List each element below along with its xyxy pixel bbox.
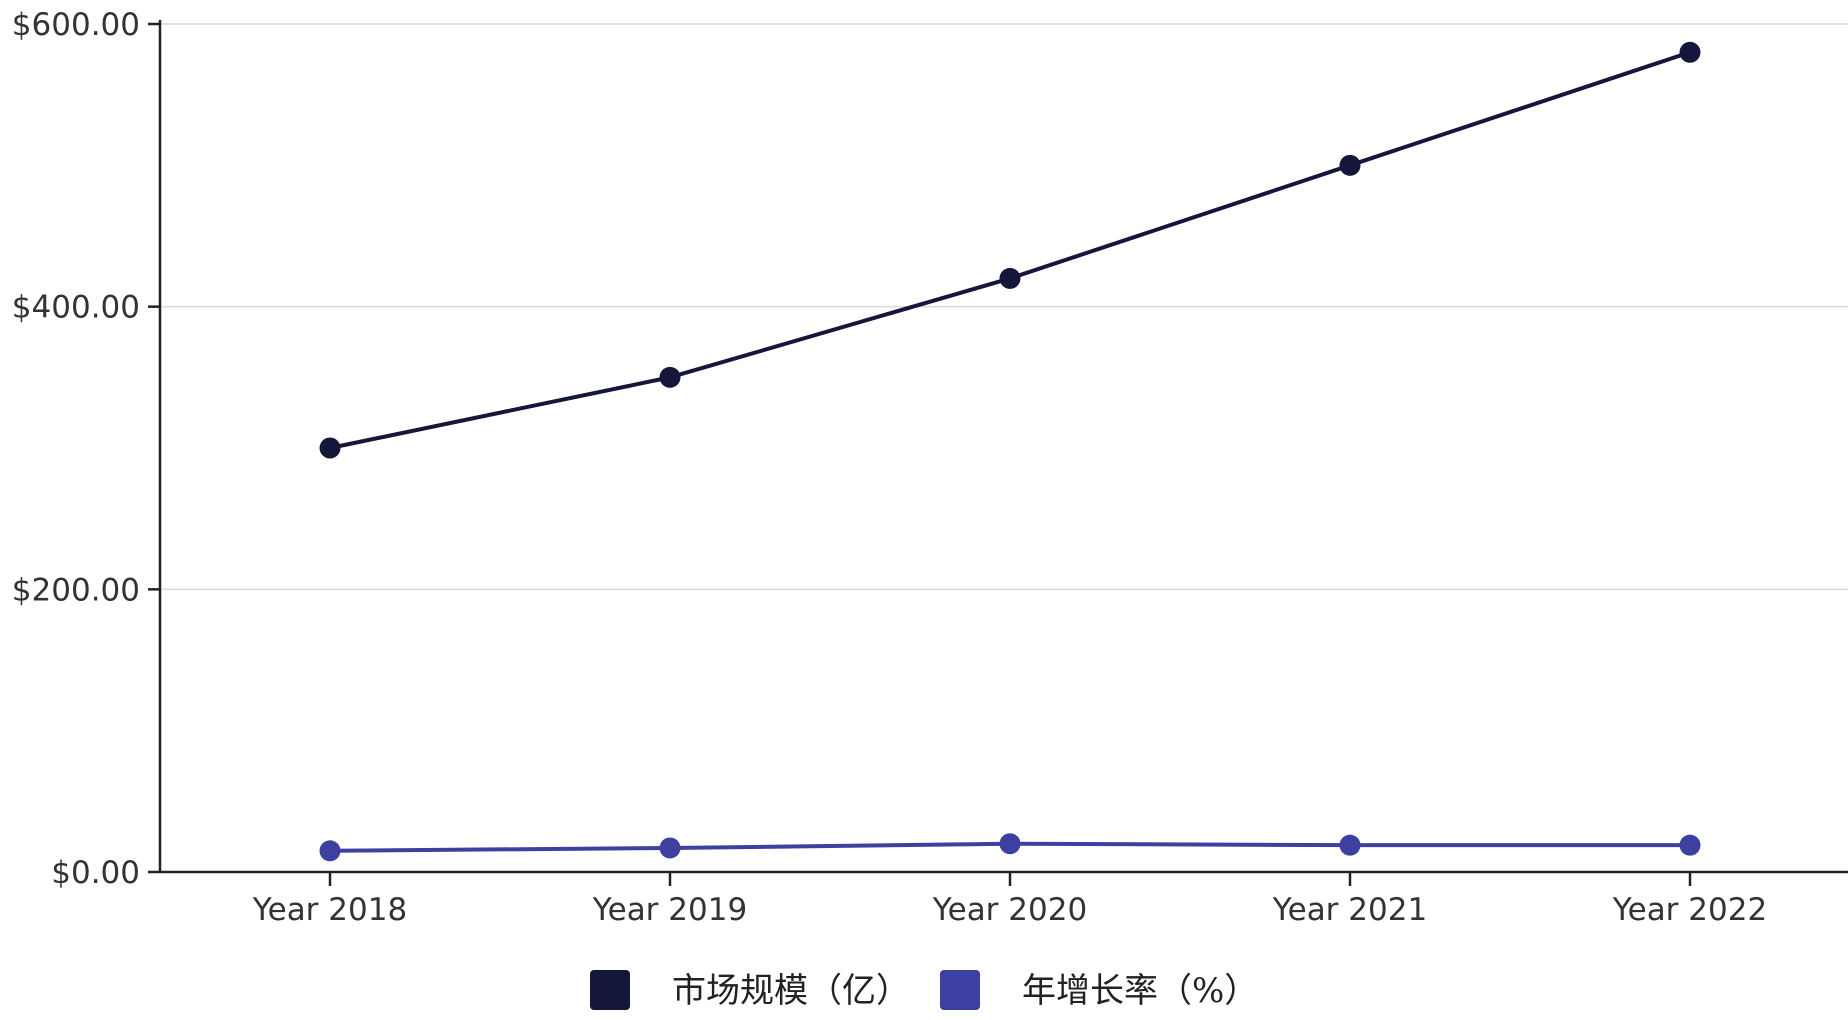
x-tick-label: Year 2020	[932, 892, 1087, 928]
data-point[interactable]	[319, 840, 341, 862]
x-tick-label: Year 2018	[252, 892, 407, 928]
legend-item[interactable]: 市场规模（亿）	[590, 970, 910, 1011]
y-tick-label: $200.00	[12, 572, 140, 608]
axes	[158, 20, 1848, 874]
x-axis-ticks: Year 2018 Year 2019 Year 2020 Year 2021 Year…	[252, 872, 1767, 928]
y-tick-label: $400.00	[12, 290, 140, 326]
data-point[interactable]	[999, 833, 1021, 855]
data-point[interactable]	[999, 267, 1021, 289]
legend: 市场规模（亿） 年增长率（%）	[590, 970, 1258, 1011]
x-tick-label: Year 2021	[1272, 892, 1427, 928]
data-point[interactable]	[1679, 41, 1701, 63]
data-point[interactable]	[319, 437, 341, 459]
data-point[interactable]	[659, 366, 681, 388]
legend-label: 年增长率（%）	[1022, 971, 1258, 1011]
legend-swatch	[940, 970, 980, 1010]
x-tick-label: Year 2022	[1612, 892, 1767, 928]
legend-item[interactable]: 年增长率（%）	[940, 970, 1258, 1011]
x-tick-label: Year 2019	[592, 892, 747, 928]
series	[319, 41, 1701, 862]
gridlines	[160, 23, 1848, 591]
y-tick-label: $0.00	[51, 855, 140, 891]
legend-label: 市场规模（亿）	[672, 971, 910, 1011]
legend-swatch	[590, 970, 630, 1010]
data-point[interactable]	[1679, 834, 1701, 856]
series-line	[329, 50, 1691, 450]
y-axis-ticks: $0.00 $200.00 $400.00 $600.00	[12, 7, 160, 891]
data-point[interactable]	[1339, 154, 1361, 176]
data-point[interactable]	[1339, 834, 1361, 856]
y-tick-label: $600.00	[12, 7, 140, 43]
series-1	[319, 41, 1701, 459]
data-point[interactable]	[659, 837, 681, 859]
series-2	[319, 833, 1701, 862]
